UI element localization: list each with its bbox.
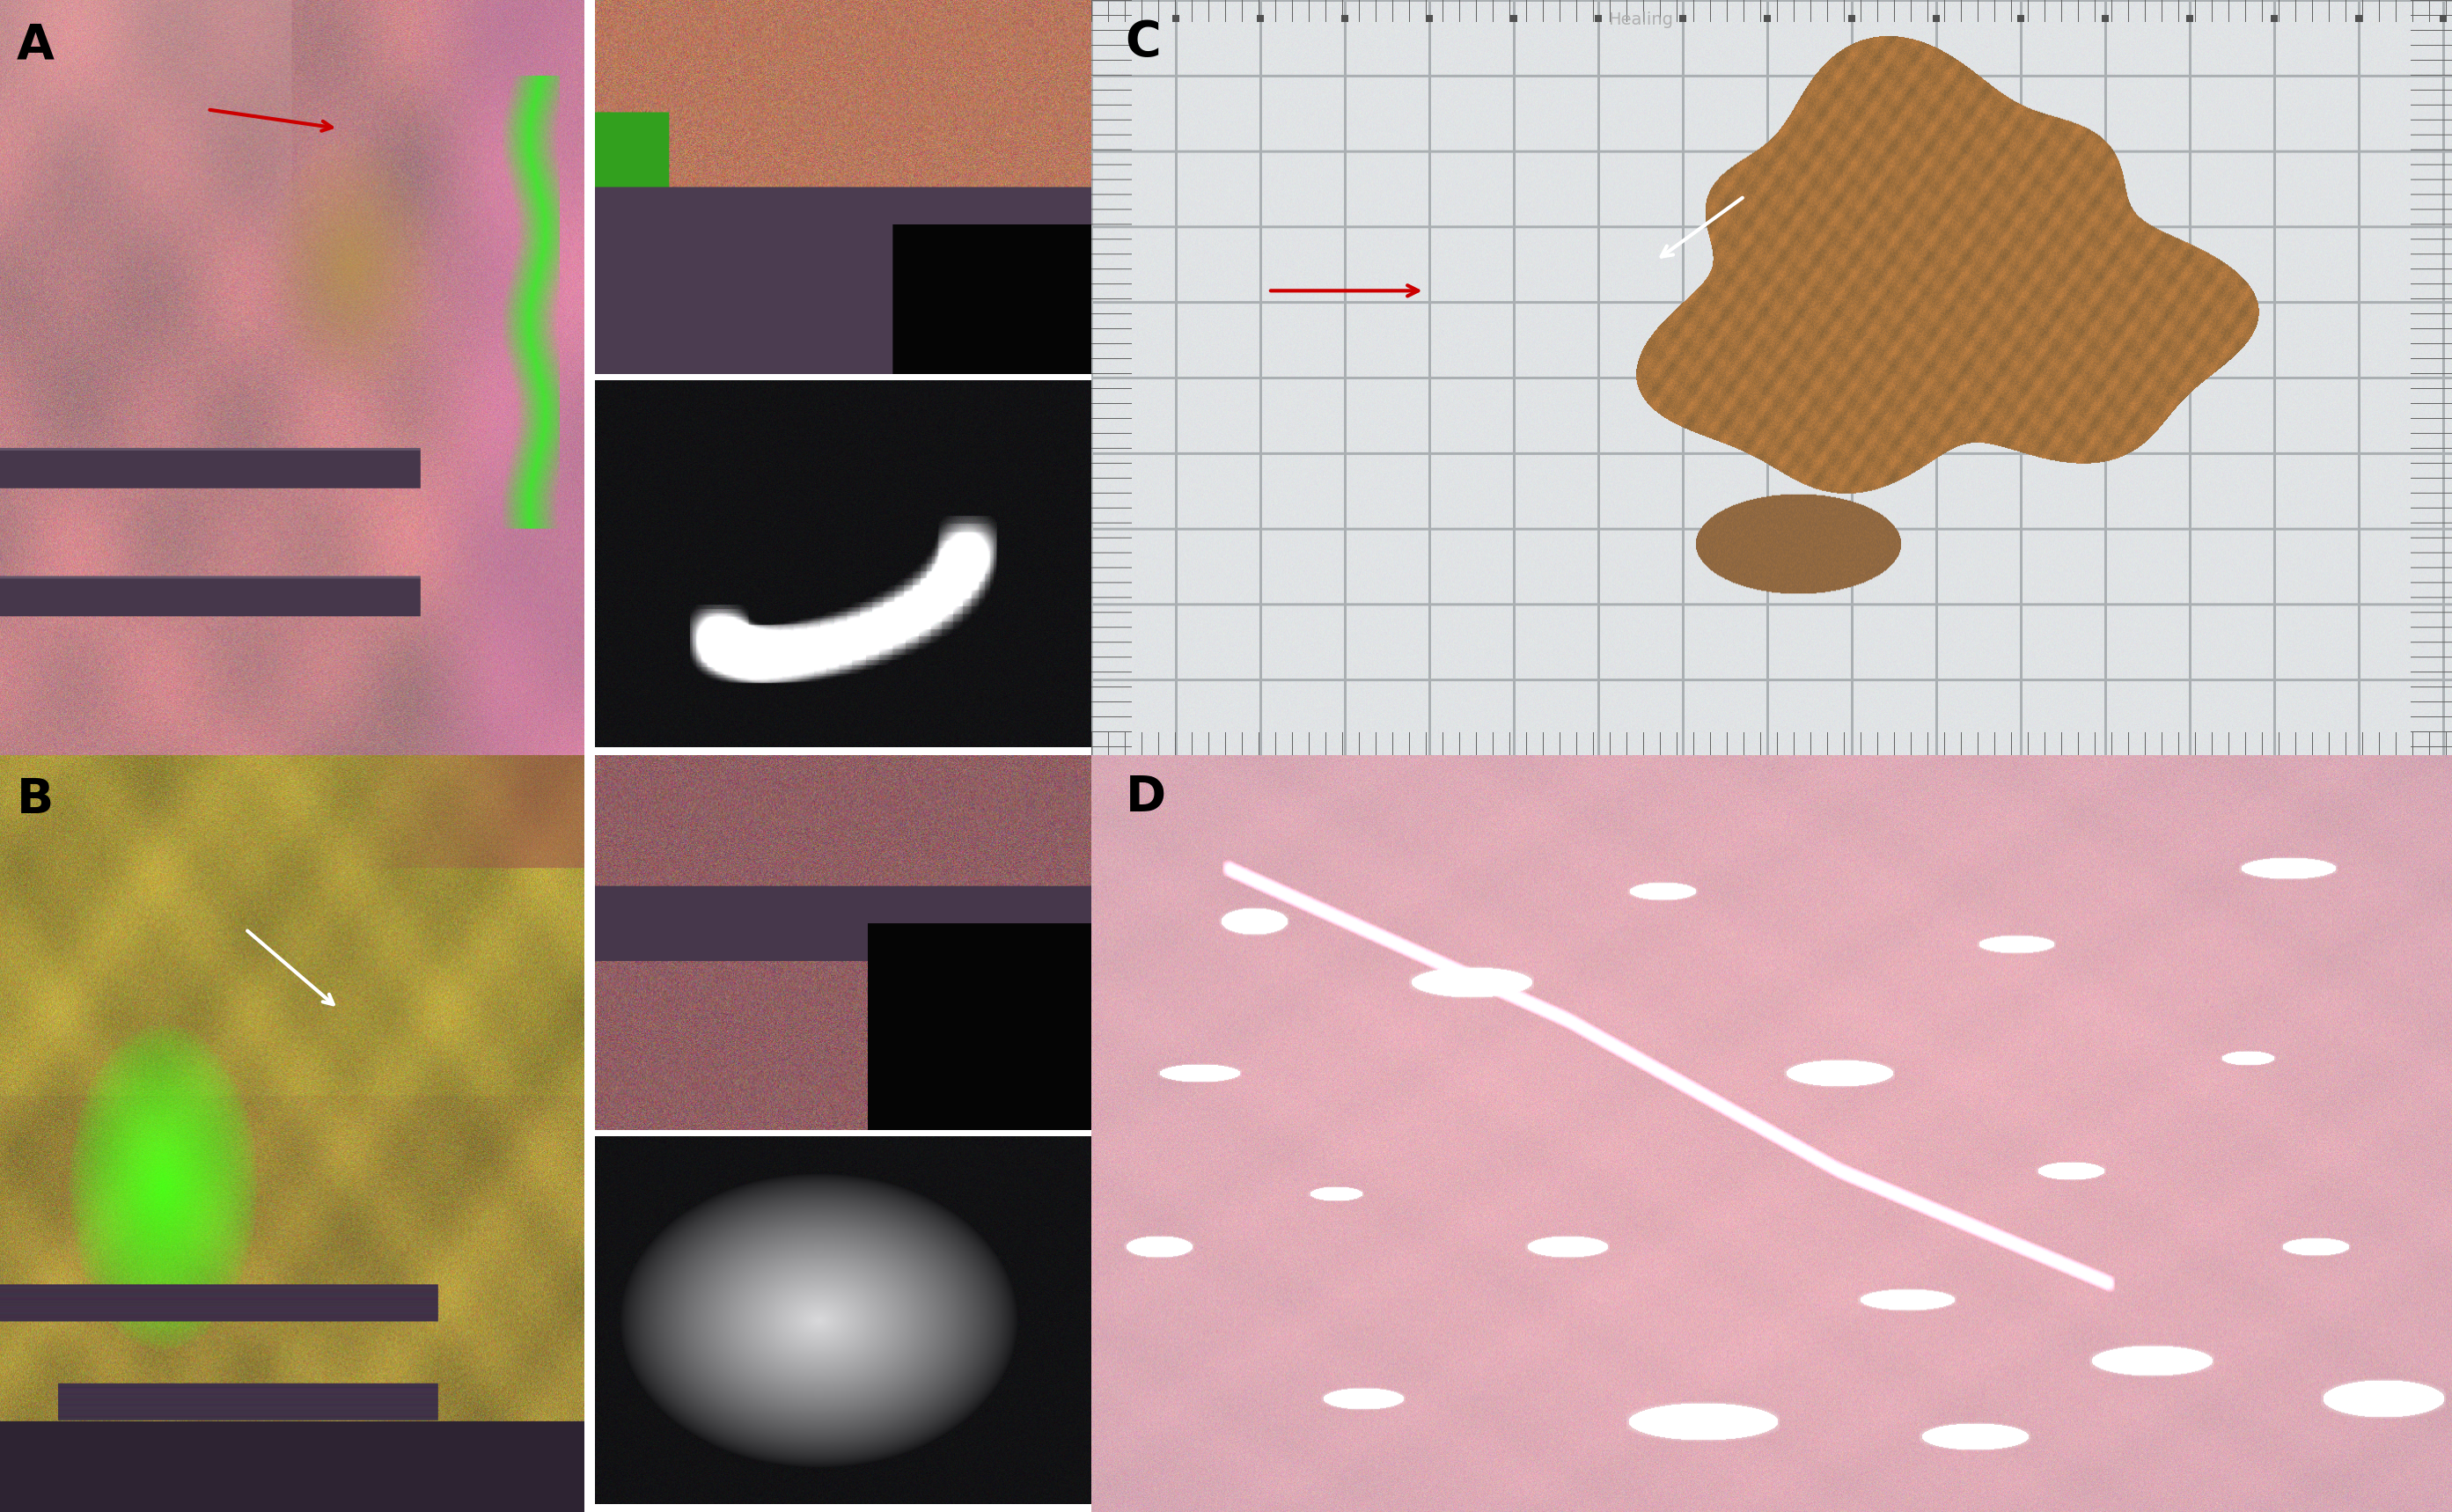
Text: C: C — [1125, 18, 1162, 67]
Text: B: B — [17, 776, 54, 824]
Text: A: A — [17, 21, 54, 68]
Text: D: D — [1125, 774, 1167, 821]
Text: Healing: Healing — [1609, 11, 1675, 29]
